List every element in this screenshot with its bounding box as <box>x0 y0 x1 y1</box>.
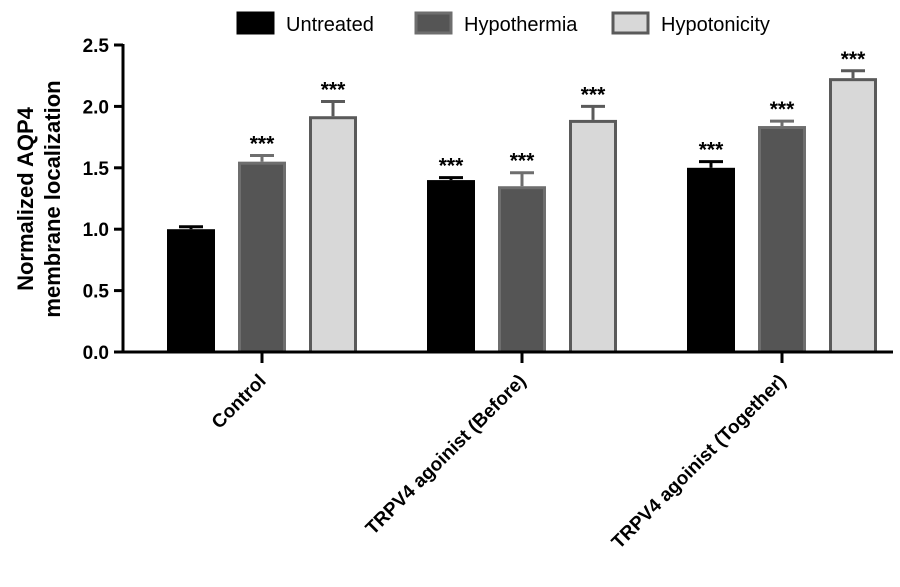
y-tick-label: 1.5 <box>83 159 110 180</box>
significance-label: *** <box>770 98 795 121</box>
y-axis-title-line-1: Normalized AQP4 <box>13 106 38 291</box>
significance-label: *** <box>841 48 866 71</box>
legend-label-hypothermia: Hypothermia <box>464 14 578 36</box>
legend-swatch-hypothermia <box>414 11 453 35</box>
y-axis-title: Normalized AQP4 membrane localization <box>13 80 65 317</box>
y-tick-label: 0.5 <box>83 282 110 303</box>
significance-label: *** <box>321 78 346 101</box>
legend-label-untreated: Untreated <box>286 14 374 36</box>
x-tick-label-trpv4-agoinist-together: TRPV4 agoinist (Together) <box>608 371 791 554</box>
y-tick-label: 2.0 <box>83 97 109 118</box>
y-tick-label: 2.5 <box>83 36 110 57</box>
legend: Untreated Hypothermia Hypotonicity <box>236 11 770 36</box>
y-axis-title-line-2: membrane localization <box>40 80 65 317</box>
bar-untreated-control <box>167 229 215 354</box>
bar-hypothermia-trpv4-agoinist-together <box>758 126 806 354</box>
y-axis: 0.0 0.5 1.0 1.5 2.0 2.5 <box>83 36 125 364</box>
y-tick-label: 0.0 <box>83 343 109 364</box>
significance-label: *** <box>250 133 275 156</box>
bar-untreated-trpv4-agoinist-together <box>687 167 735 354</box>
significance-label: *** <box>439 155 464 178</box>
y-tick-label: 1.0 <box>83 220 109 241</box>
x-axis: Control TRPV4 agoinist (Before) TRPV4 agoi… <box>122 350 893 554</box>
x-tick-label-control: Control <box>208 371 271 434</box>
significance-label: *** <box>699 139 724 162</box>
significance-label: *** <box>581 83 606 106</box>
legend-label-hypotonicity: Hypotonicity <box>661 14 770 36</box>
bar-hypothermia-control <box>238 161 286 354</box>
x-tick-label-trpv4-agoinist-before: TRPV4 agoinist (Before) <box>362 371 531 540</box>
bar-hypotonicity-trpv4-agoinist-together <box>829 78 877 354</box>
legend-swatch-untreated <box>236 11 275 35</box>
bar-hypotonicity-control <box>309 116 357 354</box>
significance-label: *** <box>510 150 535 173</box>
bar-untreated-trpv4-agoinist-before <box>427 180 475 354</box>
bar-hypotonicity-trpv4-agoinist-before <box>569 119 617 354</box>
plot-area: *** *** *** *** *** *** *** *** <box>167 48 877 354</box>
bar-hypothermia-trpv4-agoinist-before <box>498 186 546 354</box>
legend-swatch-hypotonicity <box>611 11 650 35</box>
